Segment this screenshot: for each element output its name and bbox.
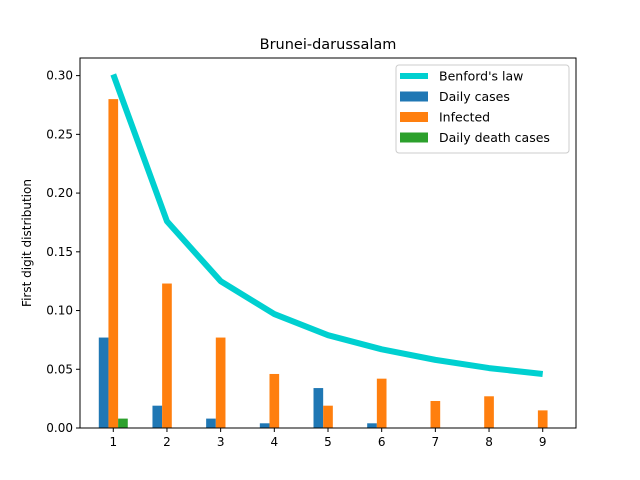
y-tick-label: 0.25 (46, 127, 73, 141)
bar-infected-8 (484, 396, 494, 428)
bar-infected-5 (323, 405, 333, 428)
chart-title: Brunei-darussalam (260, 37, 397, 53)
x-tick-label: 2 (163, 435, 171, 449)
y-axis-label: First digit distribution (20, 179, 34, 307)
legend-label: Infected (439, 110, 490, 125)
x-axis: 1 2 3 4 5 6 7 8 9 (109, 428, 547, 449)
x-tick-label: 7 (432, 435, 440, 449)
bars-layer (98, 99, 548, 428)
legend-label: Daily cases (439, 89, 510, 104)
y-tick-label: 0.05 (46, 362, 73, 376)
x-tick-label: 8 (485, 435, 493, 449)
bar-daily-death-cases-1 (118, 418, 128, 428)
y-tick-label: 0.15 (46, 245, 73, 259)
x-tick-label: 4 (271, 435, 279, 449)
y-tick-label: 0.00 (46, 421, 73, 435)
y-tick-label: 0.10 (46, 304, 73, 318)
x-tick-label: 3 (217, 435, 225, 449)
bar-daily-cases-2 (152, 405, 163, 428)
bar-daily-cases-1 (98, 337, 109, 428)
bar-infected-7 (430, 400, 441, 428)
y-tick-label: 0.30 (46, 69, 73, 83)
x-tick-label: 9 (539, 435, 547, 449)
legend-bar-swatch (400, 132, 428, 143)
bar-infected-3 (215, 337, 226, 428)
bar-daily-cases-5 (313, 388, 324, 428)
bar-daily-cases-3 (206, 418, 216, 428)
legend-bar-swatch (400, 112, 428, 122)
bar-daily-cases-4 (259, 423, 270, 428)
benford-line-layer (110, 73, 544, 377)
legend: Benford's law Daily cases Infected Daily de… (395, 64, 570, 154)
x-tick-label: 1 (109, 435, 117, 449)
bar-infected-2 (162, 283, 172, 428)
legend-label: Daily death cases (439, 130, 550, 145)
bar-daily-cases-6 (367, 423, 377, 428)
benford-line (110, 73, 544, 377)
legend-label: Benford's law (439, 69, 523, 84)
y-axis: 0.00 0.05 0.10 0.15 0.20 0.25 0.30 (46, 69, 80, 435)
legend-box (395, 64, 570, 154)
bar-infected-6 (376, 378, 387, 428)
y-tick-label: 0.20 (46, 186, 73, 200)
bar-infected-1 (108, 99, 119, 428)
legend-bar-swatch (400, 91, 428, 102)
x-tick-label: 5 (324, 435, 332, 449)
bar-infected-9 (537, 410, 548, 428)
bar-infected-4 (269, 373, 280, 428)
x-tick-label: 6 (378, 435, 386, 449)
